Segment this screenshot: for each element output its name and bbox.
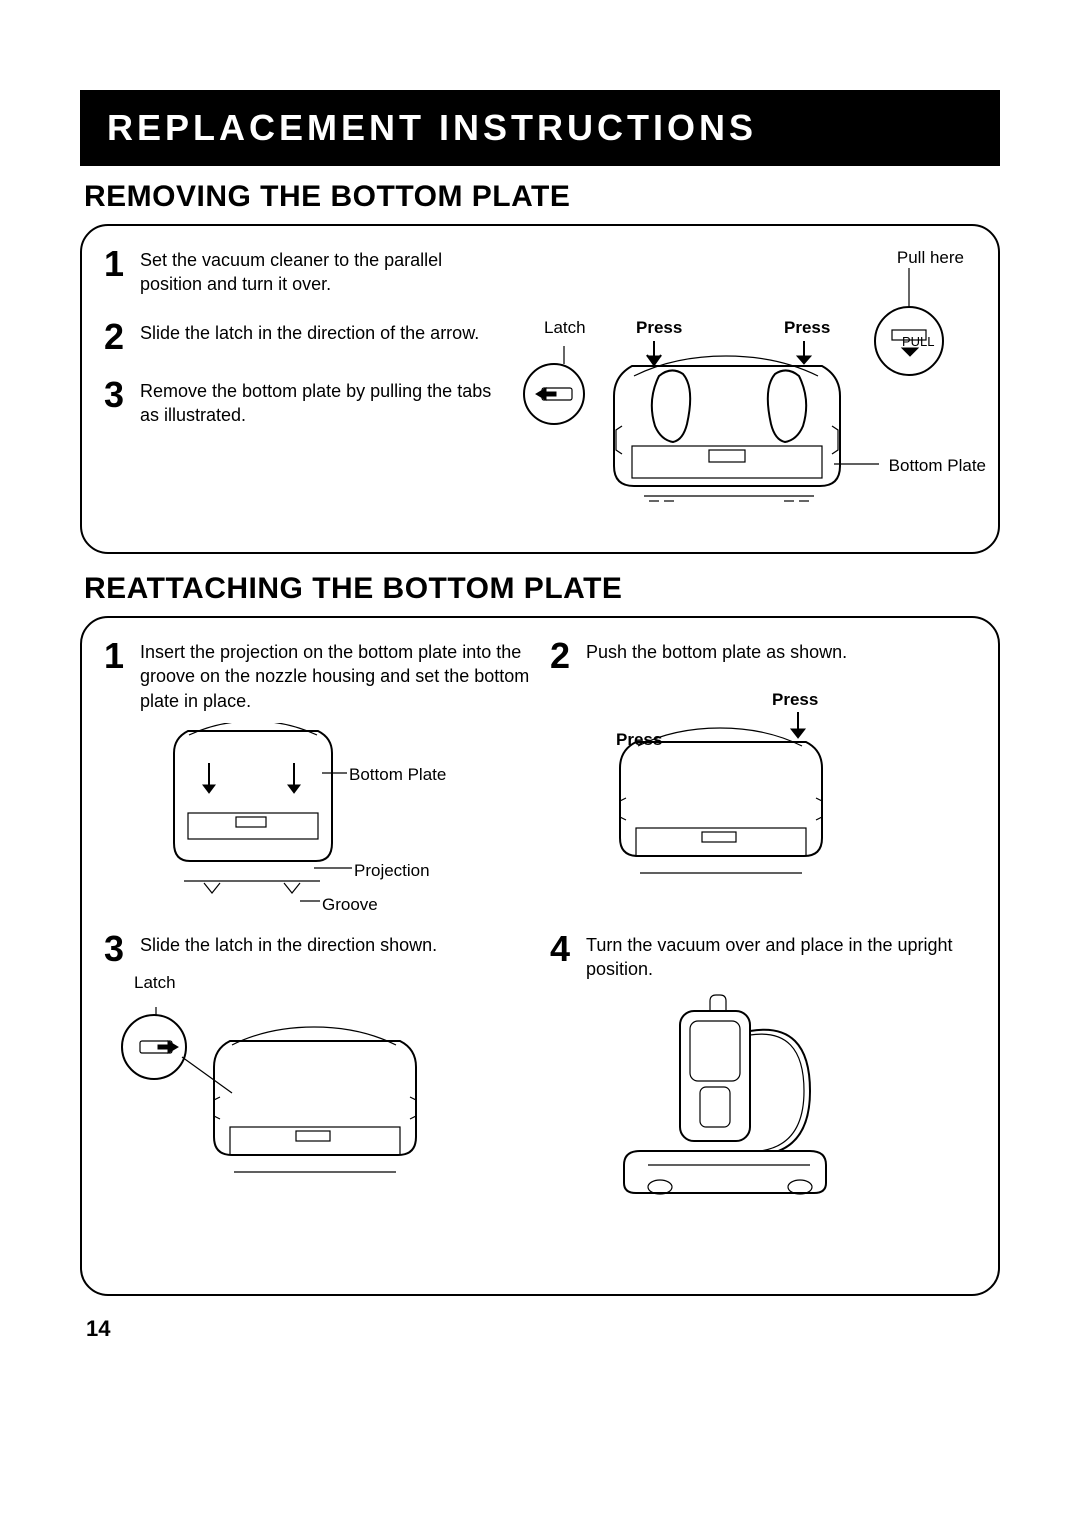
label-bottom-plate: Bottom Plate [889,456,986,476]
label-latch2: Latch [134,973,530,993]
diagram-upright [550,991,970,1211]
label-groove: Groove [322,895,378,915]
page-number: 14 [86,1316,1000,1342]
label-press2: Press [784,318,830,338]
s1-step1: 1 Set the vacuum cleaner to the parallel… [104,246,494,297]
label-bottom-plate2: Bottom Plate [349,765,446,785]
label-press-l: Press [616,730,662,750]
step-text: Remove the bottom plate by pulling the t… [140,377,494,428]
s2-diagram1: Bottom Plate Projection Groove [104,723,530,923]
step-text: Set the vacuum cleaner to the parallel p… [140,246,494,297]
title-bar: REPLACEMENT INSTRUCTIONS [80,90,1000,166]
s2-step2: 2 Push the bottom plate as shown. [550,638,976,674]
step-num: 1 [104,638,130,674]
step-num: 1 [104,246,130,282]
step-text: Slide the latch in the direction of the … [140,319,479,345]
page-title: REPLACEMENT INSTRUCTIONS [107,107,757,148]
s2-step3: 3 Slide the latch in the direction shown… [104,931,530,967]
step-text: Push the bottom plate as shown. [586,638,847,664]
s2-step4: 4 Turn the vacuum over and place in the … [550,931,976,982]
section1-heading: REMOVING THE BOTTOM PLATE [84,180,1000,214]
section2-heading: REATTACHING THE BOTTOM PLATE [84,572,1000,606]
s2-step1: 1 Insert the projection on the bottom pl… [104,638,530,713]
diagram-insert [104,723,524,923]
step-num: 3 [104,931,130,967]
step-num: 2 [104,319,130,355]
pull-text: PULL [902,334,935,349]
step-text: Insert the projection on the bottom plat… [140,638,530,713]
s1-step3: 3 Remove the bottom plate by pulling the… [104,377,494,428]
s2-diagram3 [104,997,530,1207]
section1-panel: 1 Set the vacuum cleaner to the parallel… [80,224,1000,554]
s1-diagram: Pull here Latch Press Press Bottom Plate… [514,246,984,528]
step-num: 2 [550,638,576,674]
step-text: Slide the latch in the direction shown. [140,931,437,957]
step-num: 4 [550,931,576,967]
s1-step2: 2 Slide the latch in the direction of th… [104,319,494,355]
label-press: Press [636,318,682,338]
label-pull-here: Pull here [897,248,964,268]
section2-panel: 1 Insert the projection on the bottom pl… [80,616,1000,1296]
step-num: 3 [104,377,130,413]
s2-diagram2: Press Press [550,678,976,908]
diagram-latch [104,997,524,1207]
diagram-push [550,678,970,908]
diagram-removing: PULL [514,246,984,546]
label-press-r: Press [772,690,818,710]
s2-diagram4 [550,991,976,1211]
label-latch: Latch [544,318,586,338]
label-projection: Projection [354,861,430,881]
step-text: Turn the vacuum over and place in the up… [586,931,976,982]
